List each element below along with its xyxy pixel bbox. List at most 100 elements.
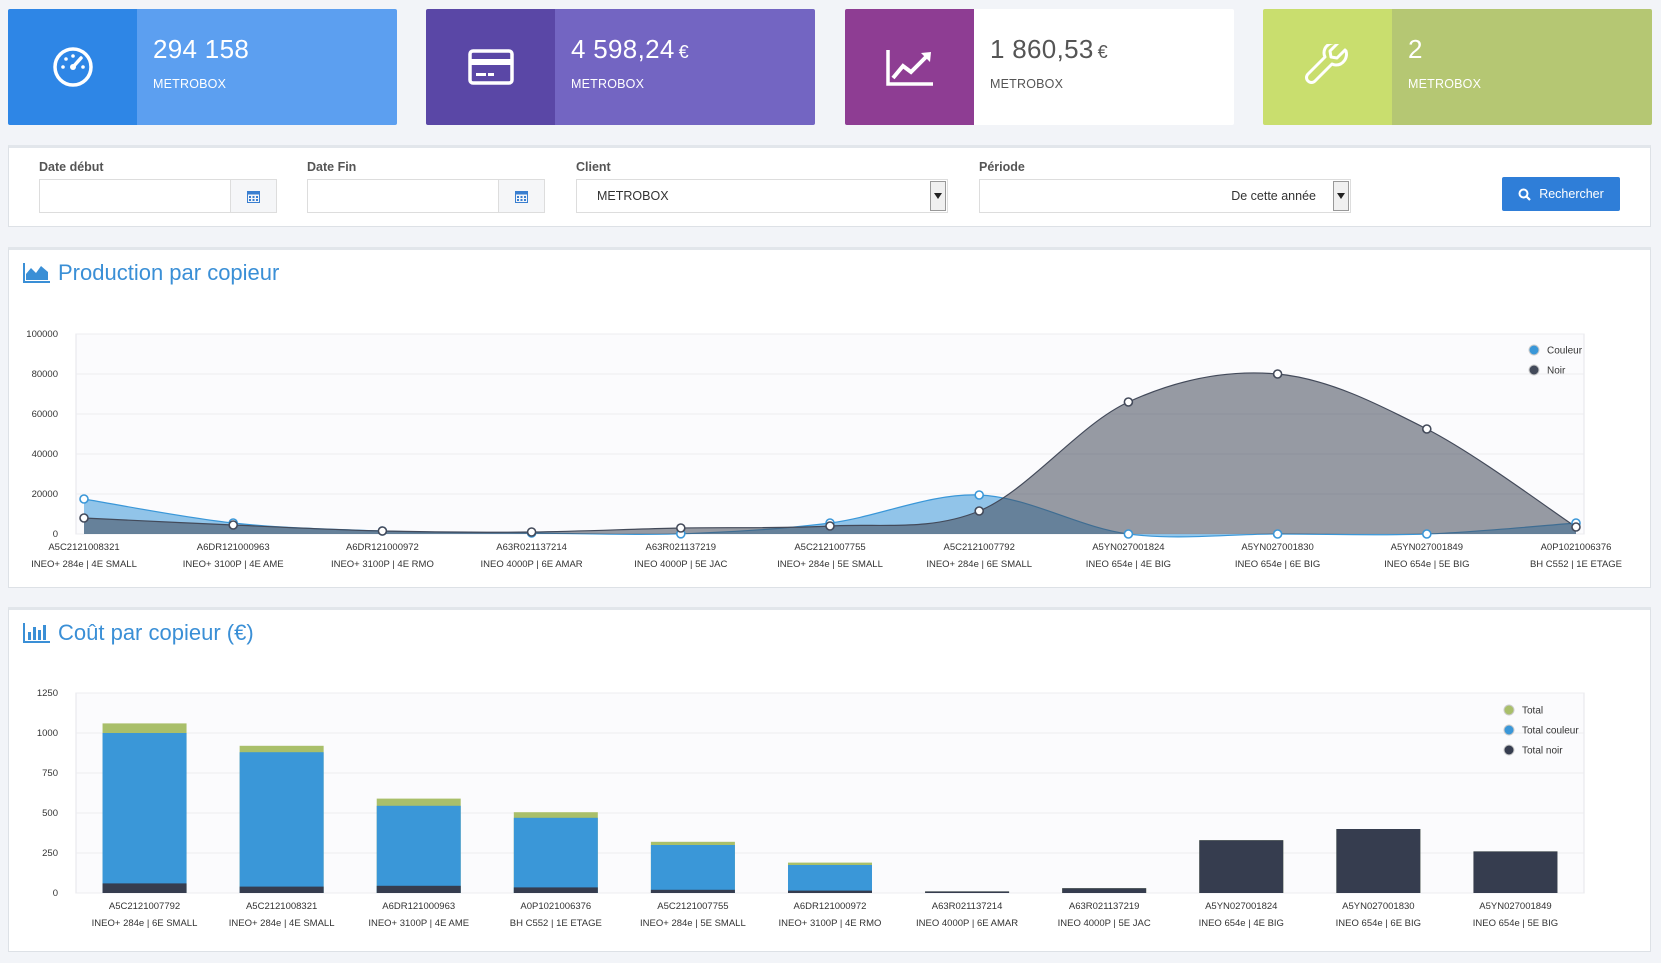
- bar-total-couleur: [513, 817, 598, 893]
- x-tick-label: A6DR121000972: [346, 542, 419, 553]
- x-tick-sublabel: INEO+ 3100P | 4E RMO: [331, 559, 434, 570]
- client-label: Client: [576, 160, 611, 174]
- bar-chart-icon: [23, 623, 50, 643]
- x-tick-label: A5YN027001824: [1092, 542, 1164, 553]
- wrench-icon: [1263, 9, 1392, 125]
- client-select-value: METROBOX: [597, 189, 669, 203]
- periode-select-value: De cette année: [1231, 189, 1316, 203]
- chevron-down-icon[interactable]: [1333, 181, 1349, 211]
- x-tick-sublabel: INEO 4000P | 6E AMAR: [916, 918, 1018, 929]
- cost-panel: Coût par copieur (€) 0 250 500 750 1000 1250 A…: [8, 607, 1651, 952]
- legend-label: Noir: [1547, 366, 1566, 377]
- data-point: [825, 521, 835, 531]
- x-tick-sublabel: INEO+ 3100P | 4E AME: [368, 918, 469, 929]
- date-debut-label: Date début: [39, 160, 104, 174]
- periode-field: Période De cette année: [979, 160, 1351, 213]
- x-tick-label: A6DR121000963: [197, 542, 270, 553]
- y-tick-label: 0: [53, 888, 58, 899]
- x-tick-sublabel: INEO 4000P | 6E AMAR: [481, 559, 583, 570]
- x-tick-label: A5YN027001824: [1205, 901, 1277, 912]
- bar-total-couleur: [239, 752, 324, 893]
- stat-label: METROBOX: [571, 77, 645, 91]
- periode-label: Période: [979, 160, 1025, 174]
- y-tick-label: 40000: [32, 449, 58, 460]
- stat-label: METROBOX: [153, 77, 227, 91]
- x-tick-label: A63R021137219: [645, 542, 716, 553]
- x-tick-sublabel: INEO+ 284e | 4E SMALL: [31, 559, 137, 570]
- y-tick-label: 1250: [37, 688, 58, 699]
- y-tick-label: 0: [53, 529, 58, 540]
- x-tick-label: A0P1021006376: [1541, 542, 1612, 553]
- credit-card-icon: [426, 9, 555, 125]
- bar-total-couleur: [788, 865, 872, 893]
- x-tick-label: A5C2121007792: [944, 542, 1015, 553]
- x-tick-sublabel: INEO 654e | 6E BIG: [1336, 918, 1421, 929]
- chevron-down-icon[interactable]: [930, 181, 946, 211]
- bar-total-noir: [1336, 829, 1421, 893]
- bar-total-couleur: [102, 733, 187, 893]
- series-area: [84, 372, 1576, 534]
- date-fin-field: Date Fin: [307, 160, 545, 213]
- bar-total-noir: [1473, 851, 1558, 893]
- x-tick-sublabel: INEO 654e | 5E BIG: [1473, 918, 1558, 929]
- data-point: [79, 513, 89, 523]
- bar-total-noir: [376, 885, 461, 893]
- calendar-icon[interactable]: [498, 180, 544, 212]
- legend-label: Total noir: [1522, 746, 1563, 757]
- data-point: [1272, 529, 1283, 539]
- calendar-icon[interactable]: [230, 180, 276, 212]
- y-tick-label: 750: [42, 768, 58, 779]
- bar-total-noir: [239, 886, 324, 893]
- dashboard-gauge-icon: [8, 9, 137, 125]
- x-tick-sublabel: INEO+ 284e | 5E SMALL: [640, 918, 746, 929]
- periode-select[interactable]: De cette année: [979, 179, 1351, 213]
- legend-marker: [1528, 344, 1540, 356]
- trend-chart-icon: [845, 9, 974, 125]
- data-point: [974, 506, 985, 516]
- x-tick-label: A5YN027001830: [1241, 542, 1313, 553]
- data-point: [1123, 397, 1134, 407]
- legend-label: Total: [1522, 706, 1543, 717]
- x-tick-sublabel: INEO+ 284e | 6E SMALL: [926, 559, 1032, 570]
- x-tick-sublabel: INEO 654e | 6E BIG: [1235, 559, 1320, 570]
- data-point: [526, 527, 537, 537]
- data-point: [675, 523, 686, 533]
- x-tick-label: A5C2121007755: [657, 901, 728, 912]
- bar-total-noir: [925, 891, 1010, 893]
- date-fin-input[interactable]: [308, 180, 498, 212]
- stat-label: METROBOX: [1408, 77, 1482, 91]
- x-tick-label: A0P1021006376: [520, 901, 591, 912]
- x-tick-sublabel: INEO+ 3100P | 4E RMO: [779, 918, 882, 929]
- y-tick-label: 100000: [26, 329, 58, 340]
- search-button[interactable]: Rechercher: [1502, 177, 1620, 211]
- client-select[interactable]: METROBOX: [576, 179, 948, 213]
- x-tick-label: A6DR121000972: [794, 901, 867, 912]
- legend-label: Total couleur: [1522, 726, 1579, 737]
- y-tick-label: 20000: [32, 489, 58, 500]
- x-tick-sublabel: INEO 654e | 4E BIG: [1199, 918, 1284, 929]
- bar-total-noir: [513, 887, 598, 893]
- stat-card-counter: 294 158 METROBOX: [8, 9, 397, 125]
- date-debut-input[interactable]: [40, 180, 230, 212]
- bar-total-noir: [1062, 888, 1147, 893]
- x-tick-sublabel: INEO 654e | 4E BIG: [1086, 559, 1171, 570]
- x-tick-sublabel: INEO 654e | 5E BIG: [1384, 559, 1469, 570]
- x-tick-label: A63R021137219: [1069, 901, 1140, 912]
- stat-card-maintenance: 2 METROBOX: [1263, 9, 1652, 125]
- stat-value: 2: [1408, 34, 1423, 64]
- x-tick-sublabel: INEO+ 284e | 4E SMALL: [229, 918, 335, 929]
- stat-card-amount: 4 598,24 € METROBOX: [426, 9, 815, 125]
- x-tick-label: A5YN027001849: [1391, 542, 1463, 553]
- bar-total-noir: [1199, 840, 1284, 893]
- x-tick-label: A5C2121008321: [246, 901, 317, 912]
- x-tick-sublabel: INEO+ 284e | 6E SMALL: [92, 918, 198, 929]
- x-tick-sublabel: INEO 4000P | 5E JAC: [1058, 918, 1151, 929]
- stat-value: 4 598,24: [571, 34, 675, 64]
- x-tick-sublabel: INEO+ 284e | 5E SMALL: [777, 559, 883, 570]
- x-tick-label: A6DR121000963: [382, 901, 455, 912]
- search-button-label: Rechercher: [1539, 187, 1604, 201]
- x-tick-label: A63R021137214: [496, 542, 567, 553]
- x-tick-label: A5YN027001849: [1479, 901, 1551, 912]
- stat-card-cost: 1 860,53 € METROBOX: [845, 9, 1234, 125]
- y-tick-label: 500: [42, 808, 58, 819]
